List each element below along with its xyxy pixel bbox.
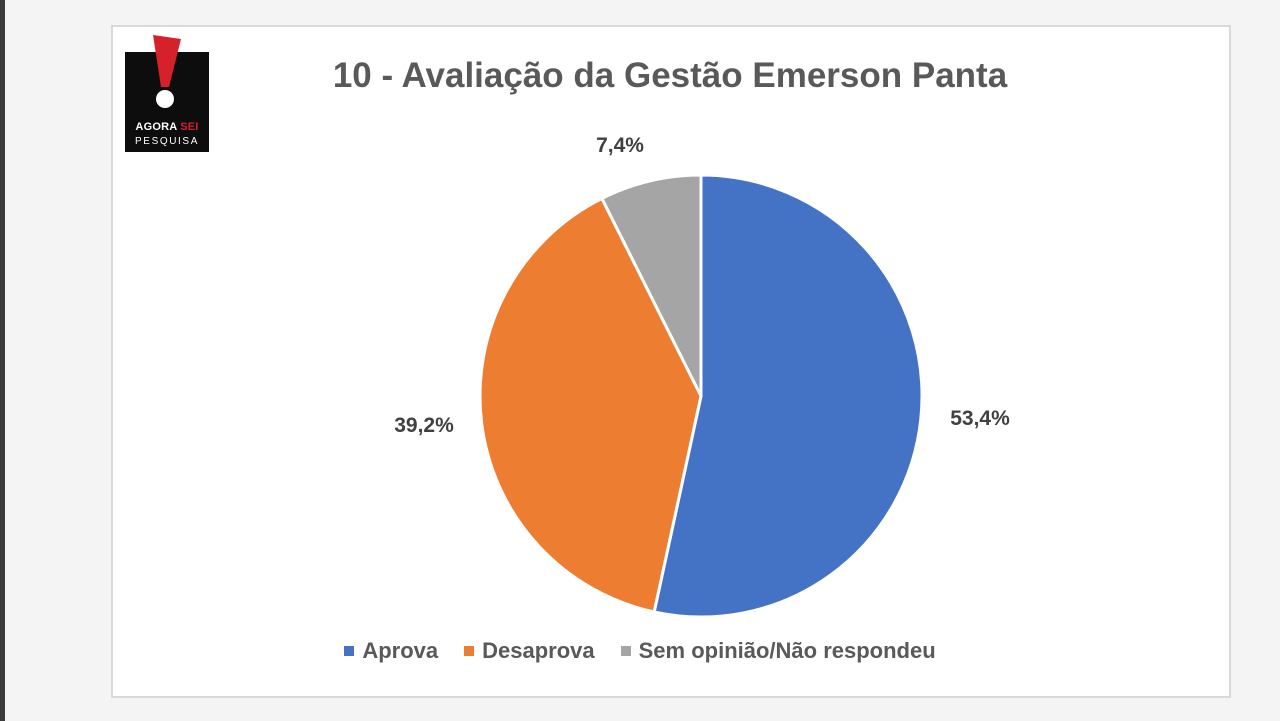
legend-swatch-sem-opiniao [620, 646, 631, 656]
logo-text: AGORA SEI [135, 121, 199, 133]
chart-legend: Aprova Desaprova Sem opinião/Não respondeu [0, 638, 1280, 664]
legend-item-aprova: Aprova [344, 638, 438, 664]
legend-label-aprova: Aprova [362, 638, 439, 663]
data-label-sem-opiniao: 7,4% [596, 134, 644, 157]
pie-slice-aprova [652, 173, 924, 619]
legend-item-desaprova: Desaprova [464, 638, 595, 664]
pie-slice-sem-opiniao [599, 173, 703, 397]
window-edge [0, 0, 5, 721]
legend-label-sem-opiniao: Sem opinião/Não respondeu [638, 638, 936, 663]
legend-label-desaprova: Desaprova [482, 638, 595, 663]
legend-swatch-desaprova [464, 646, 475, 656]
exclamation-icon [153, 35, 181, 108]
logo-subtext: PESQUISA [135, 136, 199, 147]
pie-slice-desaprova [478, 196, 703, 614]
legend-item-sem-opiniao: Sem opinião/Não respondeu [620, 638, 936, 664]
data-label-desaprova: 39,2% [394, 414, 454, 437]
data-label-aprova: 53,4% [950, 407, 1010, 430]
chart-title: 10 - Avaliação da Gestão Emerson Panta [332, 56, 1008, 95]
legend-swatch-aprova [344, 646, 355, 656]
agora-sei-logo: AGORA SEI PESQUISA [125, 35, 211, 152]
